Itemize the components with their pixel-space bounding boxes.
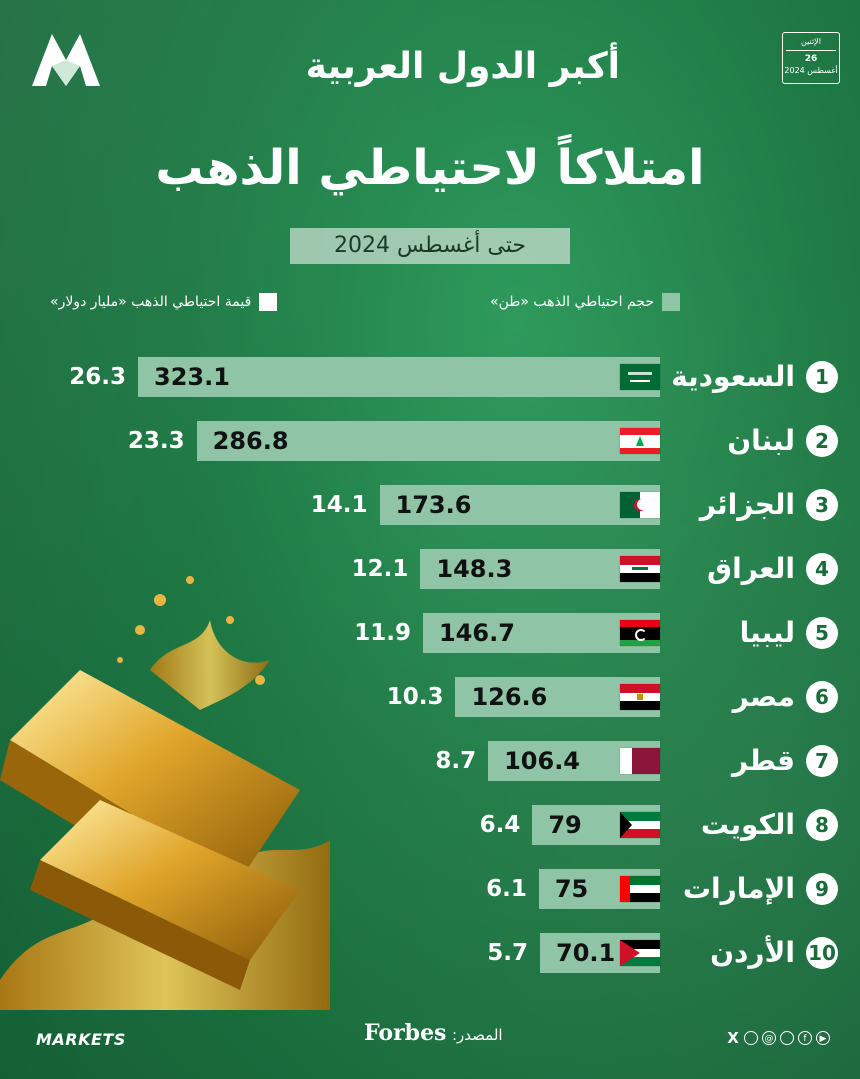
bar-tons: 126.6	[455, 677, 660, 717]
rank-badge: 8	[806, 809, 838, 841]
algeria-flag-icon	[619, 492, 660, 518]
bar-tons: 148.3	[420, 549, 660, 589]
rank-badge: 7	[806, 745, 838, 777]
bar-tons: 323.1	[138, 357, 660, 397]
country-label: الإمارات	[682, 872, 795, 905]
value-usd-label: 26.3	[69, 364, 126, 390]
subtitle: حتى أغسطس 2024	[290, 228, 570, 264]
libya-flag-icon	[619, 620, 660, 646]
rank-badge: 3	[806, 489, 838, 521]
youtube-icon[interactable]: ▶	[816, 1031, 830, 1045]
egypt-flag-icon	[619, 684, 660, 710]
country-label: مصر	[732, 680, 795, 713]
bar-tons: 173.6	[379, 485, 660, 525]
jordan-flag-icon	[620, 940, 660, 966]
bar-tons-label: 75	[554, 875, 589, 903]
country-label: الأردن	[710, 936, 795, 969]
date-weekday: الإثنين	[801, 37, 821, 46]
social-icons: X @ f ▶	[726, 1029, 830, 1047]
rank-badge: 4	[806, 553, 838, 585]
date-box: الإثنين 26 أغسطس 2024	[782, 32, 840, 84]
value-usd-label: 6.1	[486, 876, 527, 902]
facebook-icon[interactable]: f	[798, 1031, 812, 1045]
saudi-flag-icon	[620, 364, 660, 390]
bar-tons: 75	[538, 869, 660, 909]
value-usd-label: 5.7	[487, 940, 528, 966]
bar-tons: 106.4	[488, 741, 660, 781]
bar-tons-label: 70.1	[556, 939, 616, 967]
source-name: Forbes	[364, 1020, 447, 1046]
rank-badge: 5	[806, 617, 838, 649]
bar-tons: 79	[532, 805, 660, 845]
country-label: الجزائر	[699, 488, 795, 521]
country-label: السعودية	[671, 360, 795, 393]
bar-tons: 146.7	[422, 613, 660, 653]
uae-flag-icon	[619, 876, 660, 902]
bar-tons-label: 148.3	[436, 555, 513, 583]
legend-value: قيمة احتياطي الذهب «مليار دولار»	[50, 293, 278, 311]
value-usd-label: 8.7	[435, 748, 477, 774]
markets-brand: MARKETS	[36, 1030, 126, 1049]
value-usd-label: 23.3	[127, 428, 185, 454]
date-day: 26	[804, 54, 818, 64]
title-line-2: امتلاكاً لاحتياطي الذهب	[155, 140, 705, 196]
country-label: العراق	[707, 552, 795, 585]
whatsapp-icon[interactable]	[780, 1031, 794, 1045]
kuwait-flag-icon	[619, 812, 660, 838]
gold-bars-illustration	[0, 576, 330, 1010]
lebanon-flag-icon	[619, 428, 660, 454]
value-usd-label: 6.4	[479, 812, 521, 838]
value-usd-label: 14.1	[310, 492, 368, 518]
bar-tons-label: 286.8	[212, 427, 289, 455]
threads-icon[interactable]: @	[762, 1031, 776, 1045]
bar-tons: 286.8	[196, 421, 660, 461]
bar-tons-label: 106.4	[504, 747, 581, 775]
rank-badge: 6	[806, 681, 838, 713]
value-usd-label: 10.3	[386, 684, 444, 710]
legend-tons-swatch	[662, 293, 680, 311]
bar-tons-label: 323.1	[154, 363, 230, 391]
bar-tons-label: 146.7	[438, 619, 515, 647]
legend-tons: حجم احتياطي الذهب «طن»	[490, 293, 680, 311]
rank-badge: 9	[806, 873, 838, 905]
title-line-1: أكبر الدول العربية	[305, 46, 620, 87]
x-icon[interactable]: X	[727, 1029, 739, 1047]
qatar-flag-icon	[619, 748, 660, 774]
bar-tons-label: 173.6	[395, 491, 472, 519]
country-label: قطر	[731, 744, 795, 777]
legend-value-label: قيمة احتياطي الذهب «مليار دولار»	[50, 294, 252, 310]
rank-badge: 1	[806, 361, 838, 393]
country-label: الكويت	[700, 808, 795, 841]
bar-tons: 70.1	[540, 933, 660, 973]
bar-tons-label: 126.6	[471, 683, 548, 711]
source-label: المصدر:	[452, 1026, 503, 1044]
country-label: لبنان	[727, 424, 795, 457]
date-month-year: أغسطس 2024	[784, 66, 838, 75]
brand-logo-icon	[32, 34, 100, 86]
country-label: ليبيا	[739, 616, 795, 649]
value-usd-label: 12.1	[351, 556, 409, 582]
legend-tons-label: حجم احتياطي الذهب «طن»	[490, 294, 654, 310]
legend-value-swatch	[259, 293, 278, 311]
value-usd-label: 11.9	[354, 620, 411, 646]
iraq-flag-icon	[619, 556, 660, 582]
rank-badge: 2	[806, 425, 838, 457]
instagram-icon[interactable]	[744, 1031, 758, 1045]
bar-tons-label: 79	[548, 811, 582, 839]
rank-badge: 10	[806, 937, 838, 969]
